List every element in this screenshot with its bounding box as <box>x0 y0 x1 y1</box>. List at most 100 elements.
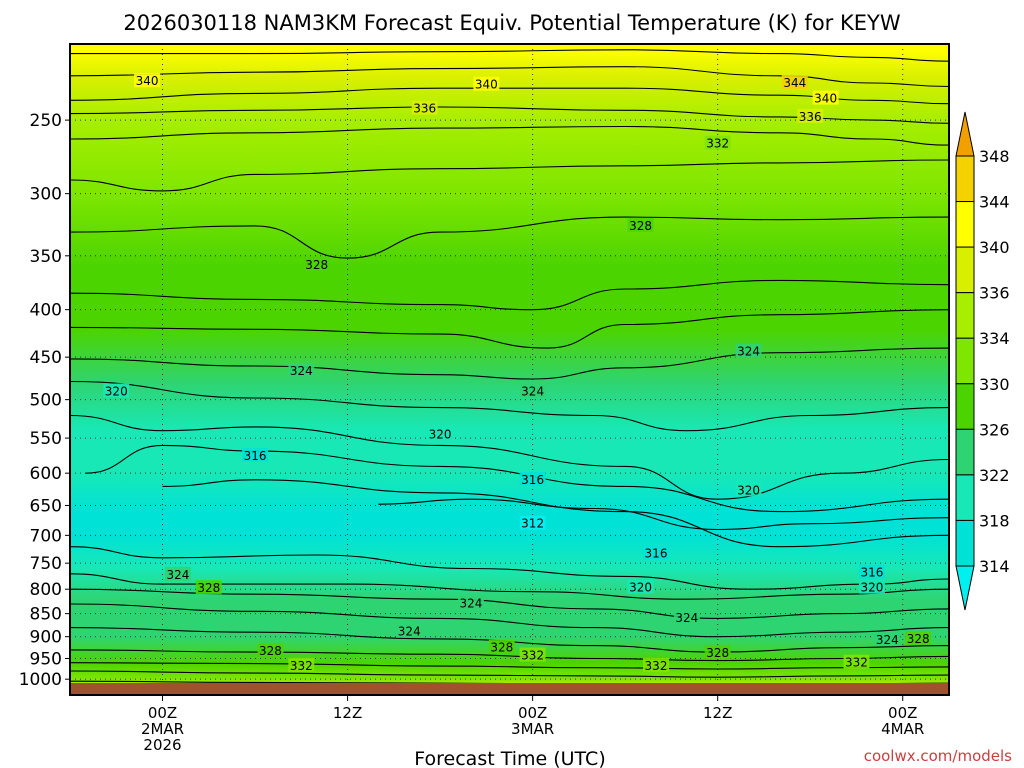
x-tick-label: 00Z <box>148 704 177 722</box>
colorbar-label: 336 <box>979 284 1010 303</box>
contour-label: 328 <box>259 644 282 658</box>
contour-label: 344 <box>783 76 806 90</box>
contour-line-326 <box>70 279 949 311</box>
contour-label-bg <box>134 73 161 88</box>
colorbar-swatch <box>955 292 975 339</box>
colorbar-swatch <box>955 519 975 567</box>
colorbar-label: 334 <box>979 329 1010 348</box>
contour-label: 340 <box>814 92 837 106</box>
colorbar-swatch <box>955 246 975 294</box>
y-tick-label: 800 <box>30 580 62 600</box>
contour-label-bg <box>427 426 454 441</box>
y-tick-label: 500 <box>30 391 62 411</box>
colorbar-label: 330 <box>979 375 1010 394</box>
contour-label: 332 <box>845 656 868 670</box>
y-tick-label: 900 <box>30 628 62 648</box>
filled-contour-field <box>70 44 949 684</box>
contour-line-328 <box>70 216 949 259</box>
x-tick-label: 00Z <box>888 704 917 722</box>
contour-label: 340 <box>475 78 498 92</box>
contour-line-330 <box>70 159 949 192</box>
contour-label-bg <box>874 631 901 646</box>
contour-label-bg <box>195 580 222 595</box>
x-tick-label: 00Z <box>518 704 547 722</box>
y-tick-label: 950 <box>30 649 62 669</box>
contour-label: 316 <box>860 566 883 580</box>
contour-line-318 <box>70 573 949 600</box>
y-tick-label: 450 <box>30 348 62 368</box>
contour-line-316 <box>162 479 949 548</box>
contour-label-bg <box>303 256 330 271</box>
contour-lines <box>70 49 949 684</box>
contour-label: 332 <box>645 659 668 673</box>
contour-label: 328 <box>490 641 513 655</box>
contour-label-bg <box>242 448 269 463</box>
contour-line-328 <box>70 627 949 653</box>
contour-line-344 <box>70 49 949 62</box>
contour-label-bg <box>858 564 885 579</box>
contour-label: 324 <box>675 611 698 625</box>
colorbar-label: 340 <box>979 238 1010 257</box>
contour-label: 332 <box>521 649 544 663</box>
colorbar: 348 344 340 336 334 330 326 322 318 314 <box>955 111 1010 611</box>
credit-text: coolwx.com/models <box>864 747 1012 765</box>
colorbar-top-arrow <box>955 111 975 157</box>
x-tick-label: 4MAR <box>881 720 924 738</box>
contour-label-bg <box>519 515 546 530</box>
contour-label-bg <box>797 108 824 123</box>
contour-line-320 <box>70 414 949 500</box>
grid-lines <box>70 44 949 684</box>
contour-line-330 <box>70 649 949 662</box>
contour-label-bg <box>627 217 654 232</box>
contour-label: 316 <box>521 473 544 487</box>
contour-label: 336 <box>799 110 822 124</box>
contour-label-bg <box>257 643 284 658</box>
plot-area: 340 340 3443403363363323283283243243243203… <box>69 43 950 696</box>
contour-label: 324 <box>876 633 899 647</box>
y-tick-label: 750 <box>30 554 62 574</box>
colorbar-swatch <box>955 201 975 248</box>
x-tick-label: 2026 <box>143 736 181 754</box>
y-tick-label: 850 <box>30 605 62 625</box>
contour-label: 324 <box>398 625 421 639</box>
x-axis-label: Forecast Time (UTC) <box>414 748 605 768</box>
contour-label: 340 <box>136 74 159 88</box>
contour-label: 320 <box>629 581 652 595</box>
contour-label-bg <box>396 623 423 638</box>
contour-label: 328 <box>197 581 220 595</box>
x-tick-label: 2MAR <box>141 720 184 738</box>
contour-line-336 <box>70 106 949 124</box>
y-tick-label: 650 <box>30 496 62 516</box>
y-tick-label: 400 <box>30 301 62 321</box>
x-tick-label: 12Z <box>703 704 732 722</box>
contour-label: 324 <box>459 597 482 611</box>
colorbar-swatch <box>955 337 975 385</box>
y-tick-label: 550 <box>30 429 62 449</box>
plot-frame <box>69 43 950 696</box>
x-tick-label: 12Z <box>333 704 362 722</box>
colorbar-label: 348 <box>979 147 1010 166</box>
contour-label-bg <box>905 630 932 645</box>
contour-label-bg <box>843 654 870 669</box>
x-tick-label: 3MAR <box>511 720 554 738</box>
contour-line-322 <box>70 380 949 432</box>
colorbar-swatch <box>955 474 975 521</box>
contour-label: 336 <box>413 102 436 116</box>
contour-labels: 340 340 3443403363363323283283243243243203… <box>103 73 932 673</box>
contour-label: 320 <box>860 581 883 595</box>
contour-line-318 <box>85 444 949 513</box>
contour-label: 324 <box>290 364 313 378</box>
contour-label-bg <box>673 609 700 624</box>
contour-label: 312 <box>521 517 544 531</box>
contour-label-bg <box>643 545 669 560</box>
contour-line-320 <box>70 588 949 619</box>
y-tick-label: 1000 <box>19 670 62 690</box>
contour-label-bg <box>519 647 546 662</box>
contour-label: 320 <box>737 483 760 497</box>
contour-line-314 <box>378 498 949 531</box>
contour-label-bg <box>488 639 515 654</box>
contour-label-bg <box>735 343 762 358</box>
contour-label: 316 <box>645 546 668 560</box>
